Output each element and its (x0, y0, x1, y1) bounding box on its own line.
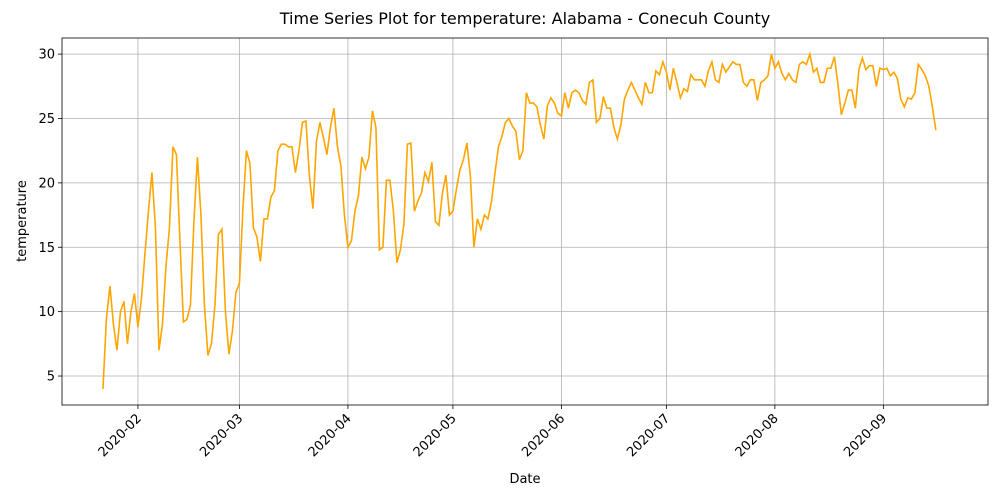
y-tick-label: 25 (38, 112, 55, 127)
plot-frame (61, 37, 989, 406)
chart-title: Time Series Plot for temperature: Alabam… (279, 9, 771, 28)
x-tick-label: 2020-08 (733, 411, 782, 460)
x-axis-label: Date (509, 472, 540, 487)
y-axis-label: temperature (15, 180, 30, 262)
x-tick-label: 2020-05 (411, 411, 460, 460)
x-tick-label: 2020-09 (841, 411, 890, 460)
x-tick-label: 2020-02 (96, 411, 145, 460)
y-tick-label: 5 (47, 370, 55, 385)
data-line (102, 50, 937, 389)
x-tick-label: 2020-06 (519, 411, 568, 460)
y-tick-label: 30 (38, 48, 55, 63)
y-tick-label: 20 (38, 176, 55, 191)
y-tick-label: 10 (38, 305, 55, 320)
x-tick-label: 2020-07 (624, 411, 673, 460)
x-tick-label: 2020-04 (306, 411, 355, 460)
y-tick-label: 15 (38, 241, 55, 256)
x-tick-label: 2020-03 (197, 411, 246, 460)
